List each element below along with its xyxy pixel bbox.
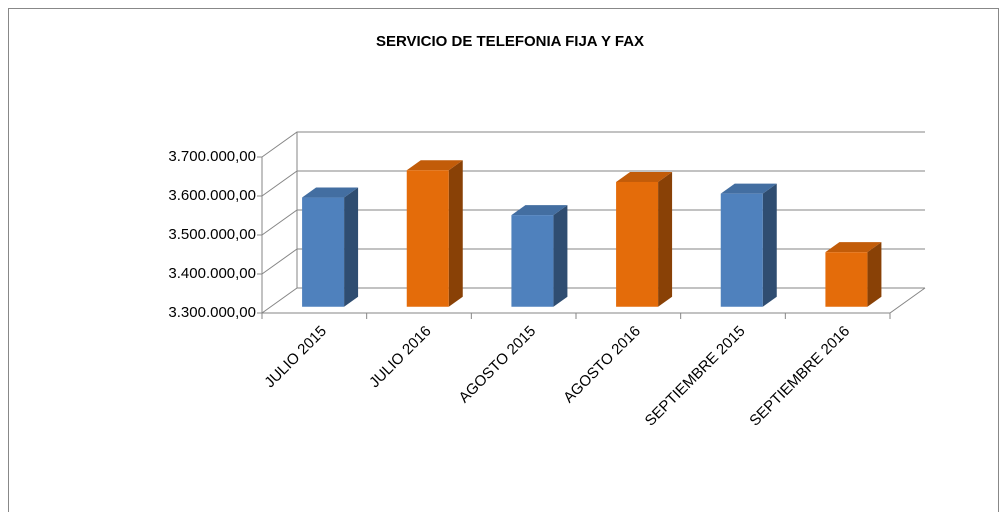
bar-side (553, 205, 568, 307)
grid-line (261, 287, 925, 314)
y-tick-label: 3.600.000,00 (168, 187, 256, 204)
grid-line (261, 248, 925, 275)
bar-top (302, 187, 359, 198)
bar-side (344, 187, 359, 307)
bar (302, 197, 345, 307)
grid-line (261, 209, 925, 236)
bar-side (448, 160, 463, 307)
grid-line (261, 131, 925, 158)
bar-side (762, 183, 777, 307)
bar-top (511, 205, 568, 216)
bar-top (720, 183, 777, 194)
bar-side (658, 171, 673, 307)
y-tick-label: 3.500.000,00 (168, 226, 256, 243)
bar-top (616, 171, 673, 182)
bar-top (825, 242, 882, 253)
y-tick-label: 3.300.000,00 (168, 304, 256, 321)
bar (511, 215, 554, 307)
bar-side (867, 242, 882, 307)
y-tick-label: 3.700.000,00 (168, 148, 256, 165)
bar (825, 252, 868, 307)
bar-top (406, 160, 463, 171)
bar (720, 193, 763, 307)
grid-line (261, 170, 925, 197)
bar (616, 181, 659, 307)
bar (406, 170, 449, 307)
y-tick-label: 3.400.000,00 (168, 265, 256, 282)
chart-title: SERVICIO DE TELEFONIA FIJA Y FAX (376, 33, 644, 50)
